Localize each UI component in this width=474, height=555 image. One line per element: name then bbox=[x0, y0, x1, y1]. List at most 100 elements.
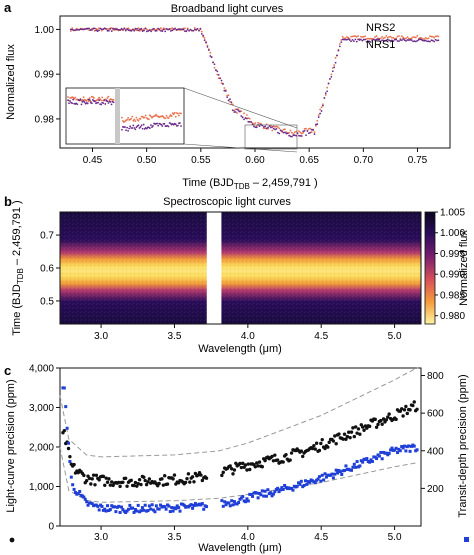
transit-depth-point bbox=[316, 477, 320, 481]
transit-depth-point bbox=[69, 475, 73, 479]
x-tick-label: 0.55 bbox=[191, 155, 211, 166]
data-point bbox=[400, 35, 403, 38]
data-point bbox=[93, 29, 96, 32]
data-point bbox=[202, 34, 205, 37]
panel-a-label: a bbox=[4, 0, 12, 15]
data-point bbox=[365, 41, 368, 43]
inset-point bbox=[180, 125, 182, 127]
transit-depth-point bbox=[205, 505, 209, 509]
data-point bbox=[307, 128, 310, 130]
light-curve-point bbox=[84, 479, 89, 483]
data-point bbox=[389, 35, 392, 38]
inset-point bbox=[137, 119, 140, 122]
x-tick-label: 3.5 bbox=[168, 532, 182, 543]
inset-point bbox=[87, 100, 90, 103]
light-curve-point bbox=[248, 467, 252, 472]
ylabel-sub: TDB bbox=[16, 268, 25, 284]
transit-depth-point bbox=[221, 504, 225, 508]
data-point bbox=[268, 125, 271, 128]
data-point bbox=[324, 94, 327, 96]
transit-depth-point bbox=[193, 501, 197, 505]
transit-depth-point bbox=[402, 444, 406, 448]
light-curve-point bbox=[157, 481, 161, 486]
data-point bbox=[78, 28, 81, 31]
transit-depth-point bbox=[230, 499, 234, 503]
y-left-tick-label: 2,000 bbox=[29, 443, 54, 454]
transit-depth-point bbox=[394, 446, 398, 450]
data-point bbox=[153, 27, 155, 30]
data-point bbox=[147, 30, 150, 32]
data-point bbox=[341, 38, 344, 41]
transit-depth-point bbox=[78, 489, 82, 493]
data-point bbox=[203, 39, 206, 42]
transit-depth-point bbox=[147, 504, 151, 508]
transit-depth-point bbox=[223, 500, 227, 504]
data-point bbox=[174, 27, 176, 30]
light-curve-point bbox=[319, 441, 323, 446]
series-light-curve-precision bbox=[61, 400, 419, 489]
panel-c-x-ticks: 3.0 3.5 4.0 4.5 5.0 bbox=[94, 526, 402, 543]
transit-depth-point bbox=[76, 492, 80, 496]
data-point bbox=[419, 36, 421, 39]
light-curve-point bbox=[132, 483, 136, 488]
inset-point bbox=[131, 115, 134, 118]
data-point bbox=[338, 43, 341, 45]
inset-point bbox=[151, 126, 153, 128]
data-point bbox=[200, 32, 203, 35]
data-point bbox=[392, 40, 395, 43]
light-curve-point bbox=[246, 462, 251, 466]
data-point bbox=[222, 83, 224, 85]
data-point bbox=[234, 108, 237, 111]
data-point bbox=[91, 29, 93, 31]
transit-depth-point bbox=[220, 499, 224, 503]
data-point bbox=[360, 38, 362, 41]
data-point bbox=[433, 40, 436, 43]
light-curve-point bbox=[273, 453, 277, 457]
data-point bbox=[216, 73, 219, 76]
data-point bbox=[278, 127, 281, 130]
data-point bbox=[385, 39, 388, 42]
data-point bbox=[284, 128, 286, 131]
data-point bbox=[388, 39, 391, 42]
data-point bbox=[431, 39, 434, 42]
transit-depth-point bbox=[278, 488, 282, 492]
light-curve-point bbox=[356, 427, 361, 431]
panel-a-y-ticks: 0.98 0.99 1.00 bbox=[35, 25, 60, 125]
inset-point bbox=[132, 124, 135, 127]
panel-c-xlabel: Wavelength (μm) bbox=[198, 542, 282, 554]
x-tick-label: 0.75 bbox=[408, 155, 428, 166]
data-point bbox=[403, 37, 406, 40]
light-curve-point bbox=[200, 478, 205, 483]
data-point bbox=[331, 67, 334, 69]
light-curve-point bbox=[313, 447, 317, 451]
data-point bbox=[330, 75, 333, 78]
ylabel-main: Time (BJD bbox=[11, 284, 23, 336]
colorbar-tick-label: 1.005 bbox=[440, 208, 465, 219]
data-point bbox=[264, 127, 267, 130]
data-point bbox=[343, 38, 345, 41]
transit-depth-point bbox=[351, 465, 355, 469]
data-point bbox=[162, 28, 165, 31]
y-left-tick-label: 1,000 bbox=[29, 482, 54, 493]
transit-depth-point bbox=[336, 471, 340, 475]
light-curve-point bbox=[349, 430, 354, 434]
inset-point bbox=[157, 124, 160, 127]
data-point bbox=[161, 30, 164, 32]
data-point bbox=[81, 28, 83, 31]
data-point bbox=[368, 40, 371, 43]
light-curve-point bbox=[188, 480, 192, 484]
transit-depth-point bbox=[106, 504, 110, 508]
data-point bbox=[282, 131, 285, 134]
xlabel-main: Time (BJD bbox=[182, 177, 234, 189]
transit-depth-point bbox=[387, 451, 391, 455]
data-point bbox=[319, 108, 322, 111]
inset-point bbox=[133, 127, 136, 129]
heatmap-gap bbox=[206, 212, 222, 324]
x-tick-label: 5.0 bbox=[388, 532, 402, 543]
transit-depth-point bbox=[251, 494, 255, 498]
transit-depth-point bbox=[119, 505, 123, 509]
transit-depth-point bbox=[260, 489, 264, 493]
transit-depth-point bbox=[361, 460, 365, 464]
data-point bbox=[109, 28, 112, 30]
inset-point bbox=[88, 99, 91, 101]
